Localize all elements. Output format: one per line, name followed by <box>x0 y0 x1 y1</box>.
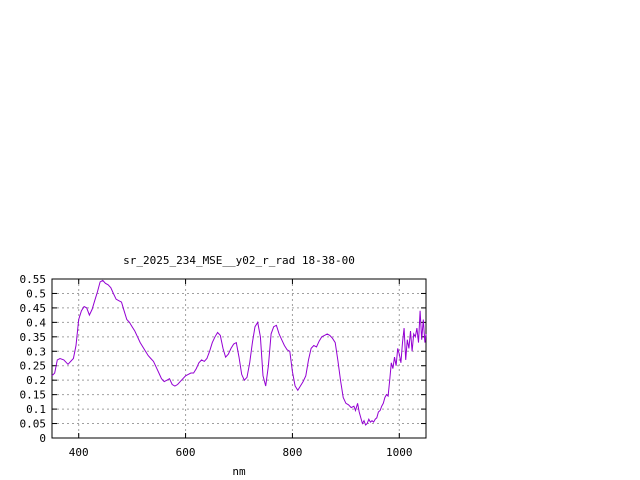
x-axis-label: nm <box>232 465 246 478</box>
x-tick-label: 400 <box>69 446 89 459</box>
y-tick-label: 0.5 <box>26 287 46 300</box>
y-tick-label: 0.05 <box>20 418 47 431</box>
y-tick-label: 0 <box>39 432 46 445</box>
y-tick-label: 0.15 <box>20 389 47 402</box>
grid <box>52 279 426 438</box>
x-axis: 400 600 800 1000 <box>69 279 413 459</box>
x-tick-label: 600 <box>176 446 196 459</box>
plot-frame <box>51 278 427 439</box>
y-tick-label: 0.55 <box>20 273 47 286</box>
y-axis: 00.05 0.10.15 0.20.25 0.30.35 0.40.45 0.50.55 <box>20 273 426 445</box>
chart-title: sr_2025_234_MSE__y02_r_rad 18-38-00 <box>123 254 355 267</box>
x-tick-label: 800 <box>282 446 302 459</box>
y-tick-label: 0.1 <box>26 403 46 416</box>
y-tick-label: 0.45 <box>20 302 47 315</box>
y-tick-label: 0.35 <box>20 331 47 344</box>
series-line <box>51 279 427 426</box>
y-tick-label: 0.4 <box>26 316 46 329</box>
x-tick-label: 1000 <box>386 446 413 459</box>
y-tick-label: 0.2 <box>26 374 46 387</box>
y-tick-label: 0.25 <box>20 360 47 373</box>
y-tick-label: 0.3 <box>26 345 46 358</box>
